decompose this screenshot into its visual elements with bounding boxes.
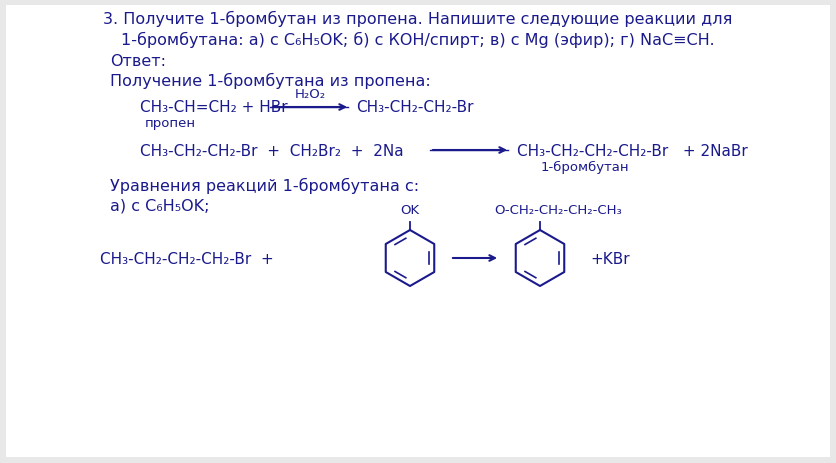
Text: O-CH₂-CH₂-CH₂-CH₃: O-CH₂-CH₂-CH₂-CH₃ — [494, 204, 622, 217]
Text: 3. Получите 1-бромбутан из пропена. Напишите следующие реакции для: 3. Получите 1-бромбутан из пропена. Напи… — [104, 11, 732, 27]
Text: Ответ:: Ответ: — [110, 54, 166, 69]
Text: CH₃-CH₂-CH₂-Br: CH₃-CH₂-CH₂-Br — [356, 100, 473, 115]
Text: CH₃-CH₂-CH₂-CH₂-Br  +: CH₃-CH₂-CH₂-CH₂-Br + — [100, 251, 273, 266]
Text: 1-бромбутана: а) с C₆H₅OK; б) с КОН/спирт; в) с Mg (эфир); г) NaC≡CH.: 1-бромбутана: а) с C₆H₅OK; б) с КОН/спир… — [121, 32, 715, 48]
Text: +KBr: +KBr — [590, 251, 630, 266]
Text: CH₃-CH₂-CH₂-Br  +  CH₂Br₂  +  2Na: CH₃-CH₂-CH₂-Br + CH₂Br₂ + 2Na — [140, 143, 404, 158]
Text: OK: OK — [400, 204, 420, 217]
Text: H₂O₂: H₂O₂ — [294, 88, 325, 100]
Text: CH₃-CH=CH₂ + HBr: CH₃-CH=CH₂ + HBr — [140, 100, 288, 115]
Text: пропен: пропен — [145, 117, 196, 130]
Text: 1-бромбутан: 1-бромбутан — [541, 160, 630, 173]
Text: Получение 1-бромбутана из пропена:: Получение 1-бромбутана из пропена: — [110, 73, 431, 89]
Text: Уравнения реакций 1-бромбутана с:: Уравнения реакций 1-бромбутана с: — [110, 177, 419, 194]
Text: CH₃-CH₂-CH₂-CH₂-Br   + 2NaBr: CH₃-CH₂-CH₂-CH₂-Br + 2NaBr — [517, 143, 747, 158]
FancyBboxPatch shape — [6, 6, 830, 457]
Text: а) с C₆H₅OK;: а) с C₆H₅OK; — [110, 198, 210, 213]
